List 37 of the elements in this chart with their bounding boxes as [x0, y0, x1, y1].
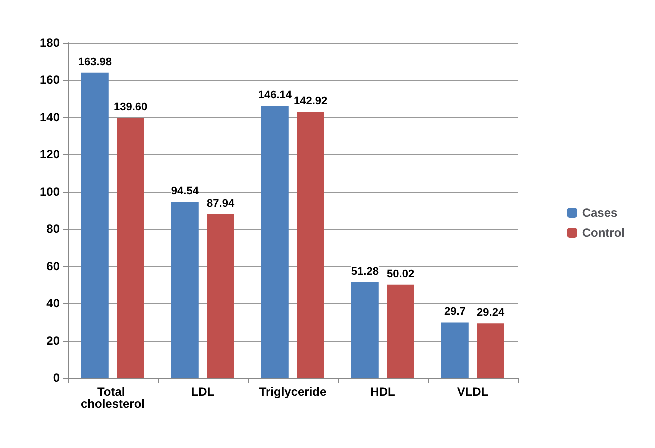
bar: [207, 214, 234, 378]
data-label: 29.7: [444, 306, 466, 318]
y-tick-label: 80: [46, 222, 60, 236]
bar: [117, 118, 144, 378]
bar: [352, 282, 379, 378]
y-tick-label: 0: [53, 371, 60, 385]
bar: [82, 72, 109, 378]
x-tick-label: VLDL: [457, 385, 489, 399]
data-label: 142.92: [294, 96, 328, 108]
x-tick-label: Triglyceride: [259, 385, 328, 399]
y-tick-label: 40: [46, 296, 60, 311]
y-tick-label: 100: [40, 184, 60, 199]
y-tick-label: 140: [40, 110, 60, 124]
y-tick-label: 120: [40, 148, 60, 162]
bar: [262, 106, 289, 378]
y-tick-label: 20: [46, 334, 60, 348]
data-label: 139.60: [114, 102, 148, 114]
x-tick-label: LDL: [191, 385, 215, 399]
data-label: 146.14: [258, 90, 293, 102]
data-label: 51.28: [351, 266, 379, 278]
x-tick-label: HDL: [370, 385, 396, 399]
data-label: 163.98: [78, 56, 112, 68]
y-tick-label: 180: [40, 36, 60, 50]
legend-label: Control: [582, 226, 625, 240]
bar: [172, 202, 199, 378]
bar: [387, 284, 414, 378]
data-label: 94.54: [171, 186, 200, 198]
bar: [477, 324, 504, 378]
legend-label: Cases: [582, 206, 618, 220]
data-label: 87.94: [207, 198, 236, 210]
y-tick-label: 160: [40, 73, 60, 88]
data-label: 50.02: [387, 268, 415, 280]
bar: [297, 112, 324, 378]
x-tick-label: Total cholesterol: [80, 385, 146, 411]
y-tick-label: 60: [46, 259, 60, 274]
bar: [442, 322, 469, 378]
data-label: 29.24: [477, 307, 506, 320]
